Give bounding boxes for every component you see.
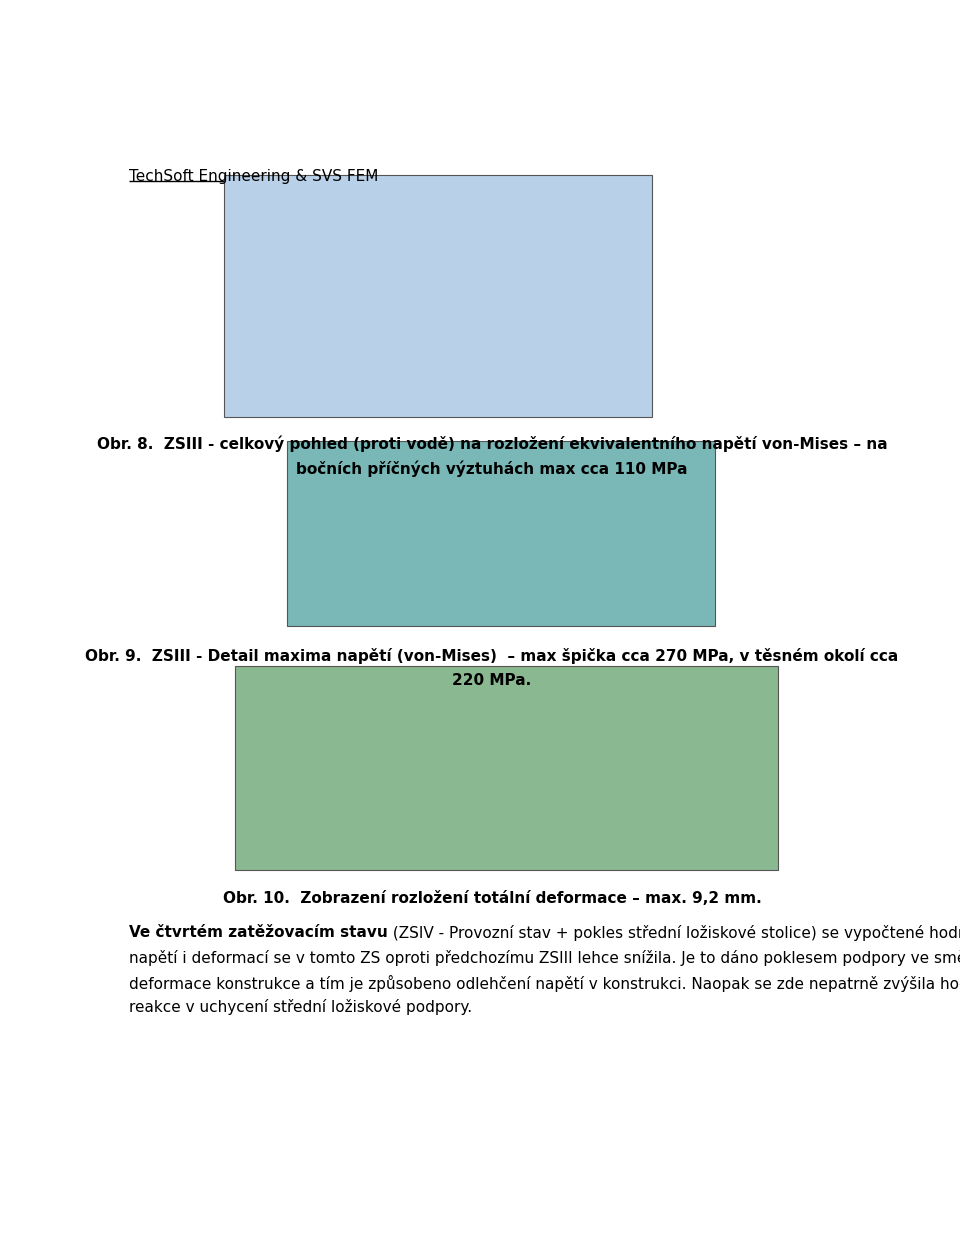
Bar (225, 175, 652, 417)
Text: Obr. 10.  Zobrazení rozložení totální deformace – max. 9,2 mm.: Obr. 10. Zobrazení rozložení totální def… (223, 891, 761, 906)
Text: Ve čtvrtém zatěžovacím stavu: Ve čtvrtém zatěžovacím stavu (129, 926, 388, 940)
Text: Obr. 8.  ZSIII - celkový pohled (proti vodě) na rozložení ekvivalentního napětí : Obr. 8. ZSIII - celkový pohled (proti vo… (97, 436, 887, 453)
Text: bočních příčných výztuhách max cca 110 MPa: bočních příčných výztuhách max cca 110 M… (297, 460, 687, 478)
Text: reakce v uchycení střední ložiskové podpory.: reakce v uchycení střední ložiskové podp… (129, 1000, 472, 1016)
Text: deformace konstrukce a tím je způsobeno odlehčení napětí v konstrukci. Naopak se: deformace konstrukce a tím je způsobeno … (129, 975, 960, 992)
Bar (287, 441, 715, 626)
Text: (ZSIV - Provozní stav + pokles střední ložiskové stolice) se vypočtené hodnoty: (ZSIV - Provozní stav + pokles střední l… (388, 926, 960, 942)
Text: napětí i deformací se v tomto ZS oproti předchozímu ZSIII lehce snížila. Je to d: napětí i deformací se v tomto ZS oproti … (129, 950, 960, 966)
Bar (235, 666, 779, 870)
Text: TechSoft Engineering & SVS FEM: TechSoft Engineering & SVS FEM (129, 169, 378, 184)
Text: 220 MPa.: 220 MPa. (452, 673, 532, 687)
Text: Obr. 9.  ZSIII - Detail maxima napětí (von-Mises)  – max špička cca 270 MPa, v t: Obr. 9. ZSIII - Detail maxima napětí (vo… (85, 648, 899, 664)
